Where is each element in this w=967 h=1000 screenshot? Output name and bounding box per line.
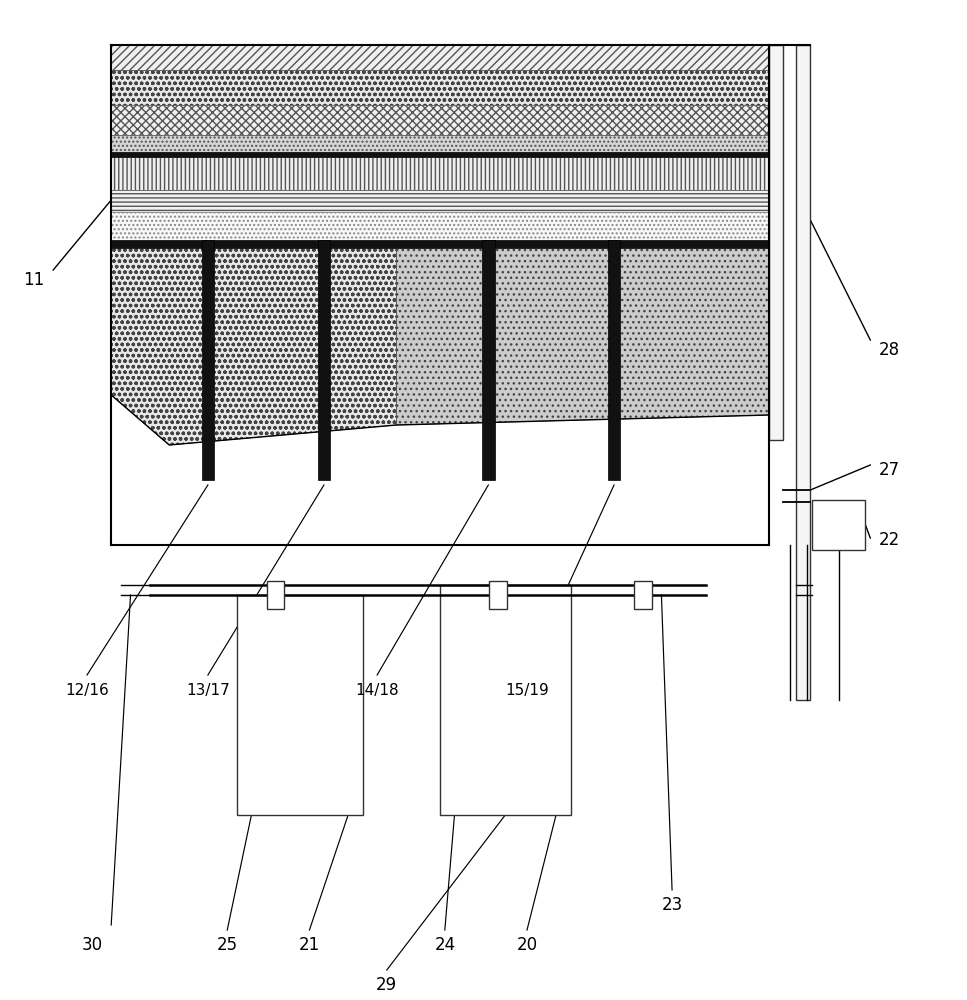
- Text: 13/17: 13/17: [186, 682, 230, 698]
- Bar: [111, 135, 769, 152]
- Bar: [111, 240, 769, 248]
- Text: 23: 23: [661, 896, 683, 914]
- Polygon shape: [111, 395, 769, 545]
- Bar: [489, 581, 507, 609]
- Text: 30: 30: [81, 936, 103, 954]
- Bar: [812, 500, 865, 550]
- Text: 21: 21: [299, 936, 320, 954]
- Text: 22: 22: [879, 531, 900, 549]
- Bar: [267, 581, 284, 609]
- Bar: [608, 240, 621, 480]
- Bar: [796, 45, 810, 700]
- Bar: [483, 240, 495, 480]
- Polygon shape: [111, 248, 396, 445]
- Bar: [201, 240, 215, 480]
- Text: 20: 20: [516, 936, 538, 954]
- Bar: [440, 585, 571, 815]
- Text: 11: 11: [23, 271, 44, 289]
- Text: 25: 25: [217, 936, 238, 954]
- Bar: [111, 45, 769, 70]
- Bar: [769, 45, 783, 440]
- Bar: [237, 595, 363, 815]
- Bar: [318, 240, 331, 480]
- Text: 15/19: 15/19: [505, 682, 549, 698]
- Bar: [634, 581, 652, 609]
- Bar: [111, 105, 769, 135]
- Text: 28: 28: [879, 341, 900, 359]
- Polygon shape: [396, 248, 769, 425]
- Bar: [111, 212, 769, 240]
- Text: 14/18: 14/18: [355, 682, 399, 698]
- Bar: [111, 152, 769, 157]
- Text: 12/16: 12/16: [65, 682, 109, 698]
- Bar: [111, 70, 769, 105]
- Bar: [111, 190, 769, 212]
- Text: 24: 24: [434, 936, 455, 954]
- Text: 29: 29: [376, 976, 397, 994]
- Bar: [111, 157, 769, 190]
- Text: 27: 27: [879, 461, 900, 479]
